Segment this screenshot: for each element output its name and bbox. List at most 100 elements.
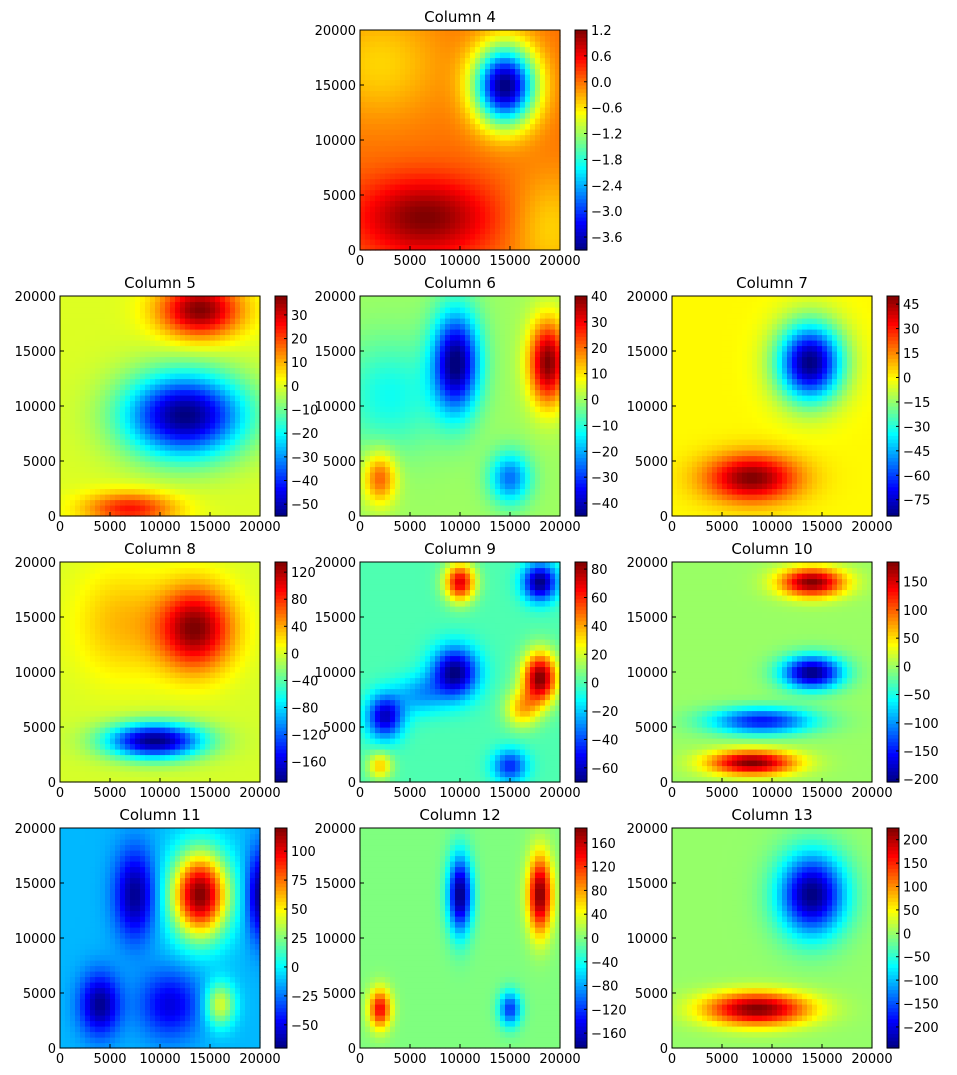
colorbar-segment	[275, 303, 287, 308]
heatmap-cell	[100, 340, 106, 347]
heatmap-cell	[510, 312, 516, 319]
heatmap-cell	[540, 466, 546, 473]
heatmap-cell	[550, 134, 556, 141]
heatmap-cell	[230, 439, 236, 446]
heatmap-cell	[120, 334, 126, 341]
heatmap-cell	[65, 378, 71, 385]
heatmap-cell	[255, 455, 261, 462]
heatmap-cell	[515, 63, 521, 70]
heatmap-cell	[70, 450, 76, 457]
heatmap-cell	[440, 189, 446, 196]
heatmap-cell	[210, 455, 216, 462]
heatmap-cell	[175, 433, 181, 440]
heatmap-cell	[405, 510, 411, 517]
heatmap-cell	[405, 406, 411, 413]
heatmap-cell	[170, 477, 176, 484]
heatmap-cell	[415, 351, 421, 358]
heatmap-cell	[420, 189, 426, 196]
heatmap-cell	[210, 417, 216, 424]
heatmap-cell	[380, 466, 386, 473]
heatmap-cell	[400, 373, 406, 380]
heatmap-cell	[150, 367, 156, 374]
colorbar-segment	[275, 307, 287, 312]
heatmap-cell	[535, 118, 541, 125]
heatmap-cell	[195, 307, 201, 314]
heatmap-cell	[135, 329, 141, 336]
heatmap-cell	[545, 200, 551, 207]
heatmap-cell	[90, 384, 96, 391]
heatmap-cell	[540, 239, 546, 246]
heatmap-cell	[395, 195, 401, 202]
heatmap-cell	[235, 494, 241, 501]
heatmap-cell	[495, 145, 501, 152]
heatmap-cell	[245, 488, 251, 495]
heatmap-cell	[375, 200, 381, 207]
heatmap-cell	[450, 477, 456, 484]
heatmap-cell	[525, 362, 531, 369]
heatmap-cell	[120, 477, 126, 484]
heatmap-cell	[150, 406, 156, 413]
heatmap-cell	[420, 323, 426, 330]
heatmap-cell	[180, 378, 186, 385]
heatmap-cell	[205, 505, 211, 512]
heatmap-cell	[70, 477, 76, 484]
heatmap-cell	[545, 367, 551, 374]
heatmap-cell	[410, 41, 416, 48]
heatmap-cell	[445, 422, 451, 429]
colorbar-segment	[275, 362, 287, 367]
heatmap-cell	[375, 123, 381, 130]
heatmap-cell	[385, 189, 391, 196]
heatmap-cell	[455, 373, 461, 380]
heatmap-cell	[370, 151, 376, 158]
colorbar-segment	[575, 37, 587, 42]
heatmap-cell	[380, 340, 386, 347]
heatmap-cell	[495, 244, 501, 251]
heatmap-cell	[430, 151, 436, 158]
heatmap-cell	[475, 184, 481, 191]
heatmap-cell	[490, 96, 496, 103]
heatmap-cell	[235, 417, 241, 424]
heatmap-cell	[375, 233, 381, 240]
heatmap-cell	[430, 96, 436, 103]
heatmap-cell	[530, 41, 536, 48]
heatmap-cell	[505, 46, 511, 53]
heatmap-cell	[465, 206, 471, 213]
heatmap-cell	[150, 351, 156, 358]
heatmap-cell	[230, 373, 236, 380]
heatmap-cell	[535, 123, 541, 130]
colorbar-segment	[575, 151, 587, 156]
heatmap-cell	[545, 323, 551, 330]
heatmap-cell	[430, 140, 436, 147]
heatmap-cell	[400, 206, 406, 213]
heatmap-cell	[440, 296, 446, 303]
heatmap-cell	[425, 455, 431, 462]
heatmap-cell	[465, 222, 471, 229]
colorbar-tick-label: 0.0	[591, 76, 612, 91]
heatmap-cell	[360, 477, 366, 484]
colorbar-tick-label: 0.6	[591, 50, 612, 65]
heatmap-cell	[530, 68, 536, 75]
heatmap-cell	[460, 389, 466, 396]
heatmap-cell	[475, 406, 481, 413]
heatmap-cell	[440, 367, 446, 374]
heatmap-cell	[435, 329, 441, 336]
heatmap-cell	[160, 505, 166, 512]
heatmap-cell	[435, 461, 441, 468]
heatmap-cell	[465, 96, 471, 103]
heatmap-cell	[450, 494, 456, 501]
heatmap-cell	[540, 145, 546, 152]
heatmap-cell	[410, 239, 416, 246]
heatmap-cell	[365, 329, 371, 336]
heatmap-cell	[150, 411, 156, 418]
heatmap-cell	[540, 483, 546, 490]
heatmap-cell	[195, 318, 201, 325]
heatmap-cell	[545, 239, 551, 246]
heatmap-cell	[405, 433, 411, 440]
heatmap-cell	[465, 244, 471, 251]
heatmap-cell	[420, 428, 426, 435]
heatmap-cell	[380, 151, 386, 158]
heatmap-cell	[360, 156, 366, 163]
heatmap-cell	[115, 373, 121, 380]
heatmap-cell	[190, 439, 196, 446]
heatmap-cell	[420, 439, 426, 446]
